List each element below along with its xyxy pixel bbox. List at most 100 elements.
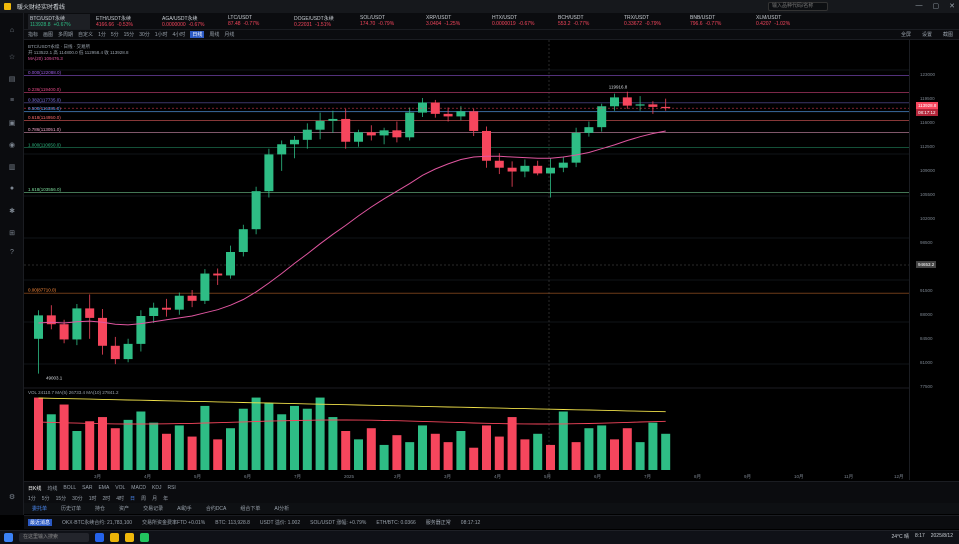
toolbar-item[interactable]: 多周期 <box>58 32 74 38</box>
folder-icon[interactable] <box>110 533 119 542</box>
volume-bar[interactable] <box>584 428 594 470</box>
volume-bar[interactable] <box>443 442 453 470</box>
candle-body[interactable] <box>149 307 159 316</box>
candle-body[interactable] <box>520 165 530 172</box>
candle-body[interactable] <box>213 273 223 276</box>
candle-body[interactable] <box>392 130 402 138</box>
toolbar-item[interactable]: 周线 <box>209 32 220 38</box>
ticker-item[interactable]: AGA/USDT永续 0.0000000 -0.67% <box>160 14 222 29</box>
candle-body[interactable] <box>546 167 555 174</box>
indicator-tab[interactable]: 日K线 <box>28 486 42 492</box>
volume-bar[interactable] <box>328 417 338 470</box>
gear-icon[interactable]: ✱ <box>9 208 15 215</box>
chat-icon[interactable] <box>140 533 149 542</box>
volume-bar[interactable] <box>494 436 504 470</box>
toolbar-right-item[interactable]: 截图 <box>942 32 953 38</box>
indicator-tab[interactable]: SAR <box>82 485 93 491</box>
volume-bar[interactable] <box>315 397 325 470</box>
period-tab[interactable]: 月 <box>152 496 158 502</box>
candle-body[interactable] <box>482 130 491 161</box>
period-tab[interactable]: 4时 <box>116 496 125 502</box>
bottom-tab[interactable]: 组合下单 <box>240 506 261 512</box>
period-tab[interactable]: 15分 <box>55 496 67 502</box>
settings-icon[interactable]: ⚙ <box>8 494 16 501</box>
volume-bar[interactable] <box>341 431 351 470</box>
toolbar-item[interactable]: 30分 <box>139 32 150 38</box>
candle-body[interactable] <box>405 112 415 138</box>
volume-bar[interactable] <box>98 417 107 470</box>
volume-bar[interactable] <box>290 405 299 470</box>
candle-body[interactable] <box>302 129 312 140</box>
candle-body[interactable] <box>418 102 427 113</box>
volume-bar[interactable] <box>354 439 363 470</box>
volume-bar[interactable] <box>366 428 376 470</box>
candle-body[interactable] <box>494 160 504 168</box>
toolbar-item[interactable]: 指标 <box>28 32 39 38</box>
toolbar-right-item[interactable]: 设置 <box>921 32 932 38</box>
volume-bar[interactable] <box>238 408 248 470</box>
candle-body[interactable] <box>315 120 325 130</box>
candle-body[interactable] <box>584 127 594 133</box>
close-button[interactable]: ✕ <box>949 3 955 10</box>
volume-bar[interactable] <box>226 428 235 470</box>
candle-body[interactable] <box>34 315 43 339</box>
volume-bar[interactable] <box>162 433 171 470</box>
volume-bar[interactable] <box>648 422 658 470</box>
candle-body[interactable] <box>226 252 235 276</box>
candle-body[interactable] <box>162 307 171 310</box>
maximize-button[interactable]: ▢ <box>932 3 940 10</box>
candle-body[interactable] <box>597 106 607 128</box>
period-tab[interactable]: 30分 <box>72 496 83 502</box>
volume-bar[interactable] <box>610 439 619 470</box>
volume-bar[interactable] <box>136 411 146 471</box>
bottom-tab[interactable]: 合约DCA <box>205 506 227 512</box>
volume-bar[interactable] <box>34 397 43 470</box>
bottom-tab[interactable]: 资产 <box>119 506 130 512</box>
bottom-tab[interactable]: AI助手 <box>177 506 192 512</box>
candle-body[interactable] <box>379 130 389 136</box>
help-icon[interactable]: ? <box>10 249 14 256</box>
toolbar-item[interactable]: 日线 <box>190 31 205 38</box>
volume-bar[interactable] <box>72 431 82 470</box>
volume-bar[interactable] <box>430 433 440 470</box>
indicator-tab[interactable]: RSI <box>167 485 176 491</box>
bottom-tab[interactable]: 交易记录 <box>143 506 164 512</box>
period-tab[interactable]: 周 <box>141 496 147 502</box>
ticker-item[interactable]: SOL/USDT 174.70 -0.79% <box>358 14 420 29</box>
toolbar-item[interactable]: 画图 <box>43 32 54 38</box>
bottom-tab[interactable]: AI分析 <box>274 506 290 512</box>
candle-body[interactable] <box>341 118 351 142</box>
volume-bar[interactable] <box>558 411 568 471</box>
volume-bar[interactable] <box>59 404 69 470</box>
minimize-button[interactable]: — <box>915 2 923 9</box>
volume-bar[interactable] <box>405 442 415 470</box>
period-tab[interactable]: 1分 <box>28 496 36 502</box>
bottom-tab[interactable]: 持仓 <box>95 506 106 512</box>
volume-bar[interactable] <box>149 422 159 470</box>
volume-bar[interactable] <box>507 417 517 470</box>
bottom-tab[interactable]: 委托单 <box>32 506 48 512</box>
ticker-item[interactable]: ETH/USDT永续 4166.66 -0.53% <box>94 14 156 29</box>
volume-bar[interactable] <box>46 414 56 470</box>
bottom-tab[interactable]: 历史订单 <box>61 506 82 512</box>
candle-body[interactable] <box>635 104 645 106</box>
search-input[interactable]: 输入品种代码/名称 <box>768 2 828 11</box>
volume-bar[interactable] <box>622 428 632 470</box>
candle-body[interactable] <box>123 343 133 360</box>
volume-bar[interactable] <box>85 421 95 470</box>
volume-bar[interactable] <box>661 433 671 470</box>
volume-bar[interactable] <box>110 428 120 470</box>
grid-icon[interactable]: ⊞ <box>9 230 15 237</box>
candle-body[interactable] <box>46 315 56 325</box>
volume-bar[interactable] <box>174 425 184 470</box>
volume-bar[interactable] <box>520 439 530 470</box>
windows-start-icon[interactable] <box>4 533 13 542</box>
candle-body[interactable] <box>328 118 338 121</box>
volume-bar[interactable] <box>264 403 274 470</box>
candle-body[interactable] <box>238 229 248 252</box>
candle-body[interactable] <box>456 111 466 117</box>
candle-body[interactable] <box>622 97 632 106</box>
browser-icon[interactable] <box>95 533 104 542</box>
home-icon[interactable]: ⌂ <box>9 27 15 34</box>
chart-icon[interactable]: ▤ <box>8 76 16 83</box>
